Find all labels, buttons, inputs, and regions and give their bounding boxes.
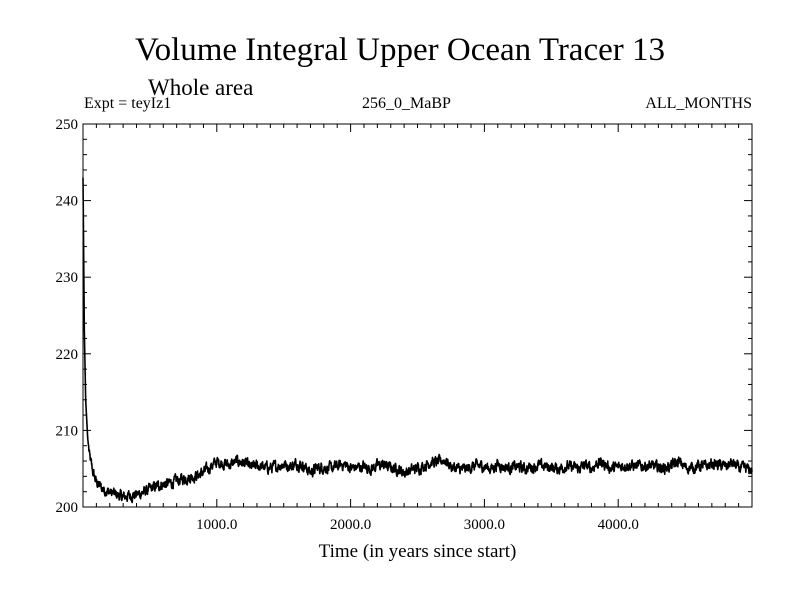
y-tick-label: 210 <box>56 423 79 439</box>
y-tick-label: 230 <box>56 270 79 286</box>
y-tick-label: 250 <box>56 117 79 133</box>
y-tick-label: 240 <box>56 194 79 210</box>
x-tick-label: 4000.0 <box>598 517 639 533</box>
y-tick-label: 220 <box>56 347 79 363</box>
x-tick-label: 1000.0 <box>196 517 237 533</box>
y-tick-label: 200 <box>56 500 79 516</box>
x-axis-label: Time (in years since start) <box>319 541 517 562</box>
plot-frame <box>82 123 753 508</box>
x-tick-label: 2000.0 <box>330 517 371 533</box>
run-label: 256_0_MaBP <box>362 95 451 112</box>
axis-tick-labels: 1000.0 2000.0 3000.0 4000.0 200 210 220 230 240 2… <box>56 117 639 533</box>
axis-ticks <box>83 124 752 507</box>
chart-title: Volume Integral Upper Ocean Tracer 13 <box>135 32 665 68</box>
chart-subtitle: Whole area <box>148 75 254 100</box>
series-line <box>82 177 753 504</box>
experiment-label: Expt = teyIz1 <box>84 95 172 112</box>
months-label: ALL_MONTHS <box>645 95 752 112</box>
x-tick-label: 3000.0 <box>464 517 505 533</box>
